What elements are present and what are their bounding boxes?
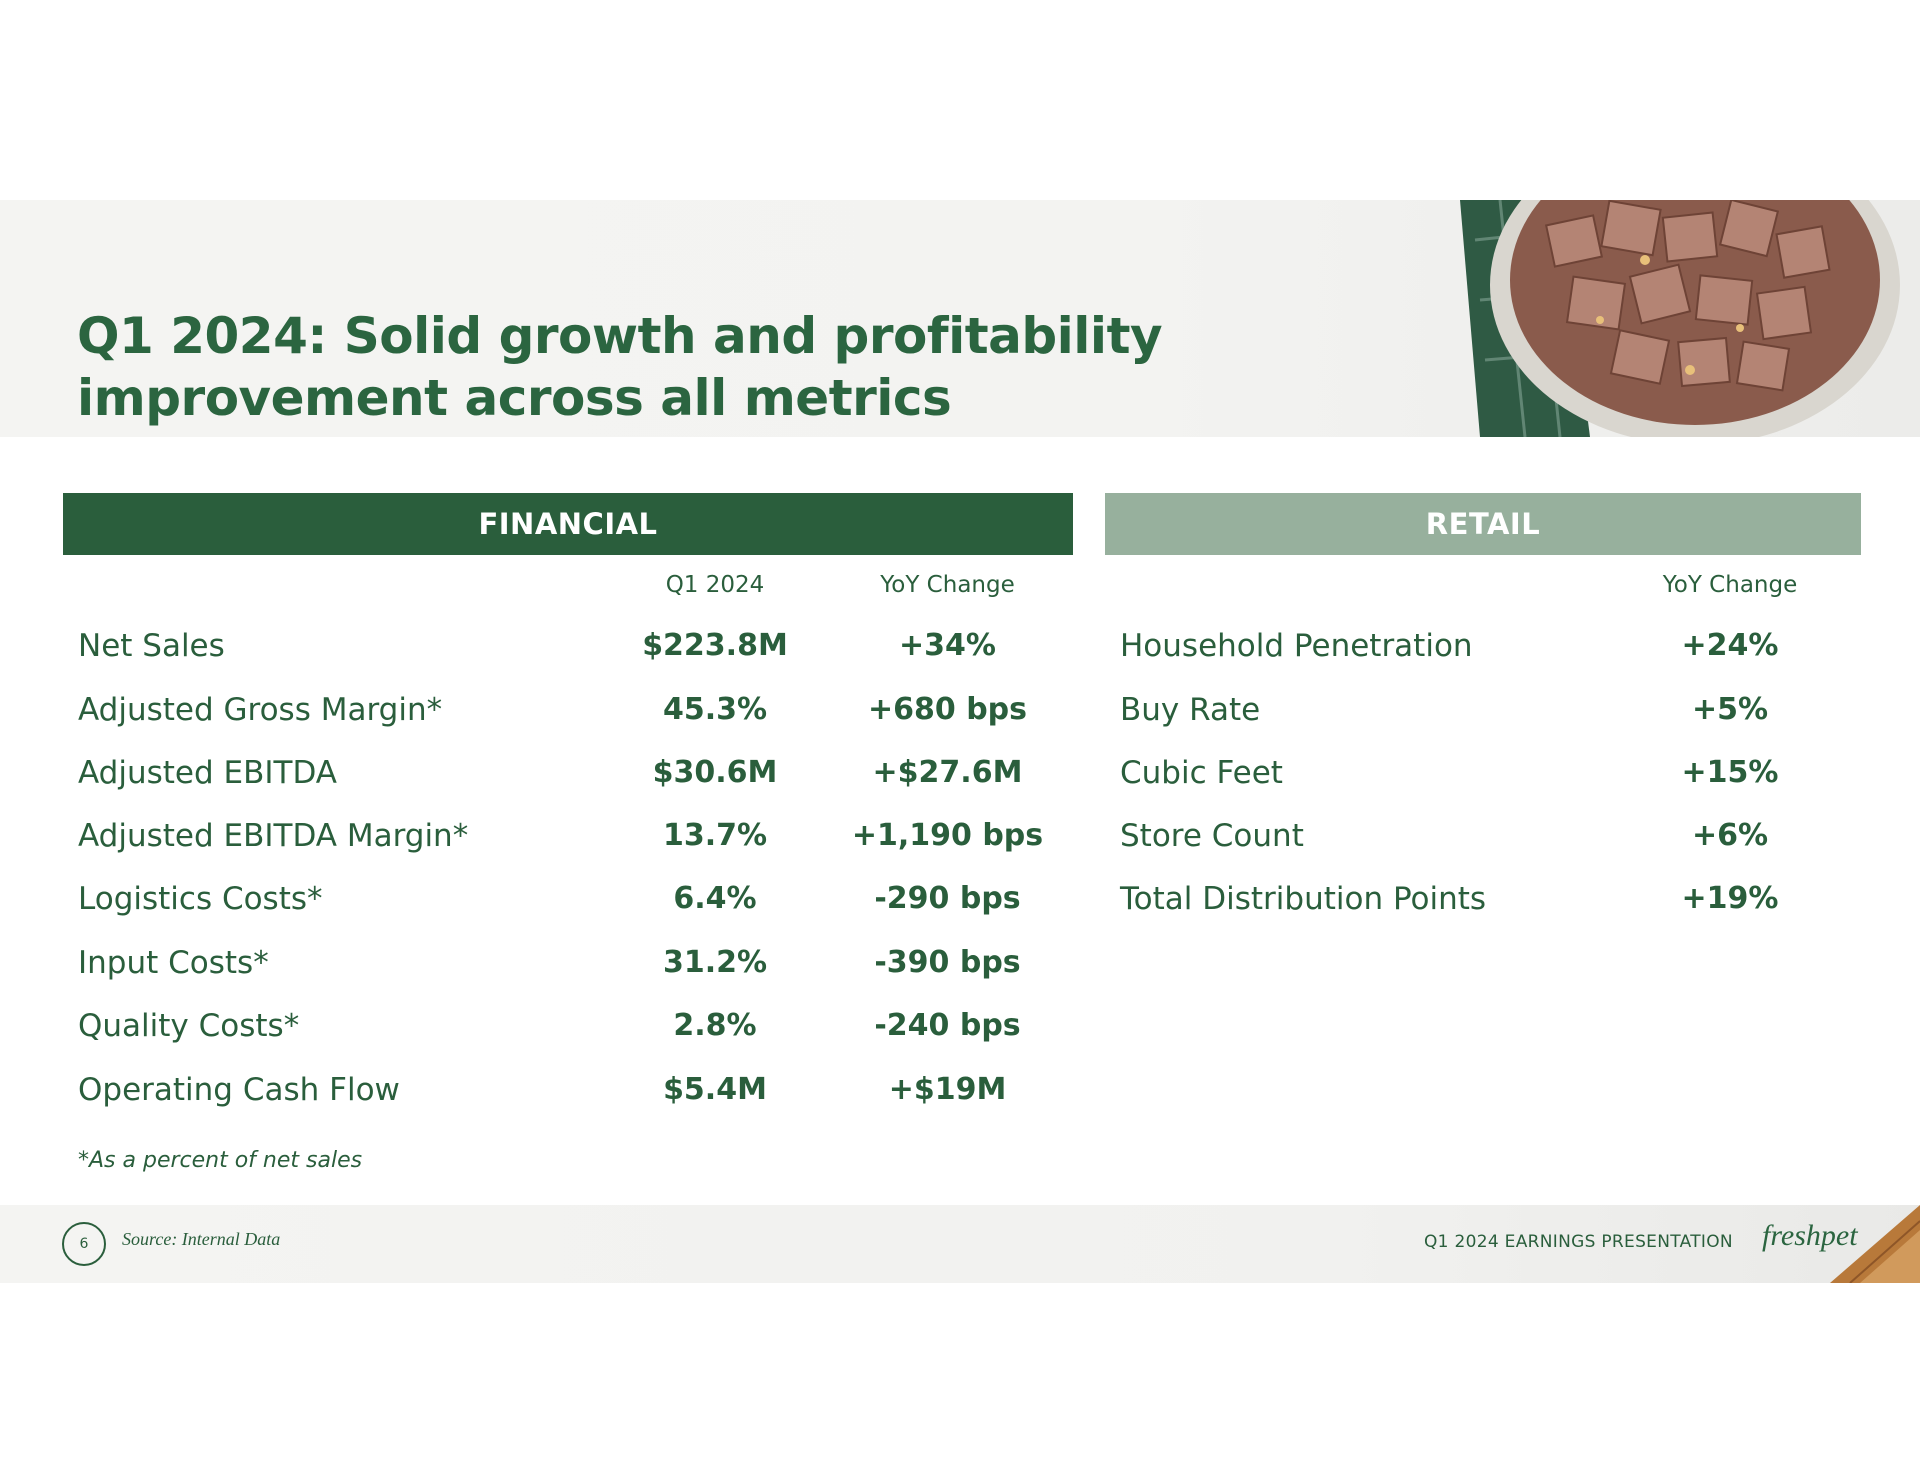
financial-row-q1: 31.2% bbox=[662, 945, 768, 980]
retail-col-yoy: YoY Change bbox=[1662, 572, 1798, 598]
retail-row-yoy: +6% bbox=[1691, 818, 1769, 853]
financial-row-q1: $223.8M bbox=[642, 628, 788, 663]
financial-row-yoy: +1,190 bps bbox=[851, 818, 1044, 853]
financial-row-yoy: +34% bbox=[899, 628, 996, 663]
retail-row-label: Total Distribution Points bbox=[1120, 881, 1487, 917]
retail-row-label: Household Penetration bbox=[1120, 628, 1473, 664]
freshpet-logo: freshpet bbox=[1762, 1219, 1858, 1252]
footnote: *As a percent of net sales bbox=[78, 1148, 363, 1173]
financial-row-label: Input Costs* bbox=[78, 945, 269, 981]
financial-row-q1: $30.6M bbox=[652, 755, 778, 790]
financial-row-q1: 45.3% bbox=[662, 692, 768, 727]
retail-header: RETAIL bbox=[1105, 493, 1861, 555]
retail-row-label: Cubic Feet bbox=[1120, 755, 1283, 791]
footer: 6 Source: Internal Data Q1 2024 EARNINGS… bbox=[0, 1205, 1920, 1283]
source-note: Source: Internal Data bbox=[122, 1229, 281, 1249]
financial-row-q1: $5.4M bbox=[663, 1072, 767, 1107]
retail-row-label: Store Count bbox=[1120, 818, 1304, 854]
financial-row-yoy: -390 bps bbox=[874, 945, 1021, 980]
financial-row-yoy: -240 bps bbox=[874, 1008, 1021, 1043]
financial-row-yoy: -290 bps bbox=[874, 881, 1021, 916]
financial-col-yoy: YoY Change bbox=[880, 572, 1015, 598]
financial-row-yoy: +$19M bbox=[888, 1072, 1007, 1107]
retail-row-yoy: +19% bbox=[1681, 881, 1779, 916]
retail-row-label: Buy Rate bbox=[1120, 692, 1261, 728]
financial-row-q1: 13.7% bbox=[662, 818, 768, 853]
financial-row-label: Adjusted EBITDA bbox=[78, 755, 337, 791]
wood-board-image bbox=[1830, 1205, 1920, 1283]
financial-row-label: Quality Costs* bbox=[78, 1008, 300, 1044]
financial-row-yoy: +$27.6M bbox=[872, 755, 1023, 790]
retail-row-yoy: +15% bbox=[1681, 755, 1779, 790]
page-title: Q1 2024: Solid growth and profitability … bbox=[77, 307, 1163, 427]
retail-row-yoy: +5% bbox=[1691, 692, 1769, 727]
financial-row-q1: 2.8% bbox=[673, 1008, 757, 1043]
financial-row-q1: 6.4% bbox=[673, 881, 757, 916]
financial-row-label: Adjusted Gross Margin* bbox=[78, 692, 443, 728]
retail-row-yoy: +24% bbox=[1681, 628, 1779, 663]
page-number: 6 bbox=[62, 1222, 106, 1266]
financial-row-label: Operating Cash Flow bbox=[78, 1072, 400, 1108]
financial-header: FINANCIAL bbox=[63, 493, 1073, 555]
financial-row-label: Logistics Costs* bbox=[78, 881, 323, 917]
financial-row-label: Adjusted EBITDA Margin* bbox=[78, 818, 469, 854]
financial-row-yoy: +680 bps bbox=[867, 692, 1027, 727]
food-bowl-image bbox=[1440, 200, 1920, 437]
presentation-title: Q1 2024 EARNINGS PRESENTATION bbox=[1424, 1232, 1733, 1252]
financial-row-label: Net Sales bbox=[78, 628, 225, 664]
financial-col-q1: Q1 2024 bbox=[665, 572, 765, 598]
